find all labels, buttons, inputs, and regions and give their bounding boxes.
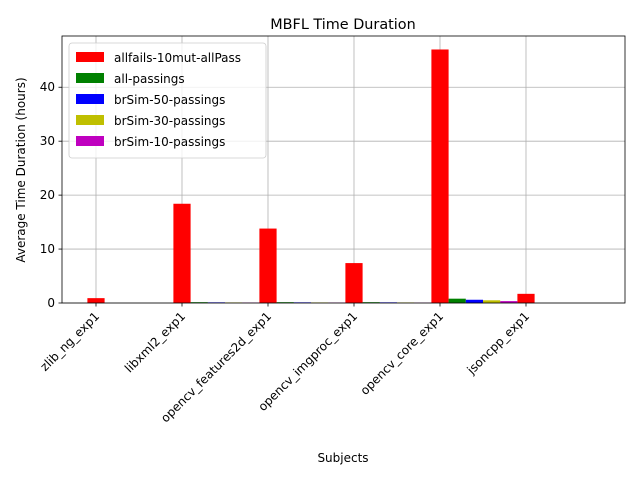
- x-axis-label: Subjects: [317, 451, 368, 465]
- y-axis-ticks: 0 10 20 30 40: [40, 80, 62, 310]
- legend-box: [68, 42, 267, 159]
- bar: [431, 49, 449, 303]
- legend-label: brSim-30-passings: [114, 114, 225, 128]
- legend-label: brSim-10-passings: [114, 135, 225, 149]
- bar: [448, 298, 466, 303]
- legend-label: allfails-10mut-allPass: [114, 51, 241, 65]
- legend-label: all-passings: [114, 72, 185, 86]
- y-tick-label: 10: [40, 242, 55, 256]
- legend-swatch: [76, 73, 104, 83]
- y-tick-label: 0: [47, 296, 55, 310]
- bar: [500, 301, 518, 303]
- legend-swatch: [76, 136, 104, 146]
- bar: [190, 302, 208, 303]
- bar: [517, 293, 535, 303]
- y-tick-label: 20: [40, 188, 55, 202]
- y-tick-label: 40: [40, 80, 55, 94]
- chart-title: MBFL Time Duration: [270, 17, 415, 33]
- bar: [362, 302, 380, 303]
- plot-frame: [61, 35, 626, 304]
- legend-swatch: [76, 115, 104, 125]
- bar: [259, 228, 277, 303]
- bar: [483, 300, 501, 303]
- legend-swatch: [76, 52, 104, 62]
- bar: [276, 302, 294, 303]
- legend-swatch: [76, 94, 104, 104]
- legend: allfails-10mut-allPass all-passings brSim-…: [68, 42, 267, 159]
- bar: [465, 299, 483, 303]
- bar: [173, 203, 191, 303]
- y-axis-label: Average Time Duration (hours): [14, 77, 28, 262]
- y-tick-label: 30: [40, 134, 55, 148]
- legend-label: brSim-50-passings: [114, 93, 225, 107]
- bar: [345, 263, 363, 303]
- bar: [87, 298, 105, 303]
